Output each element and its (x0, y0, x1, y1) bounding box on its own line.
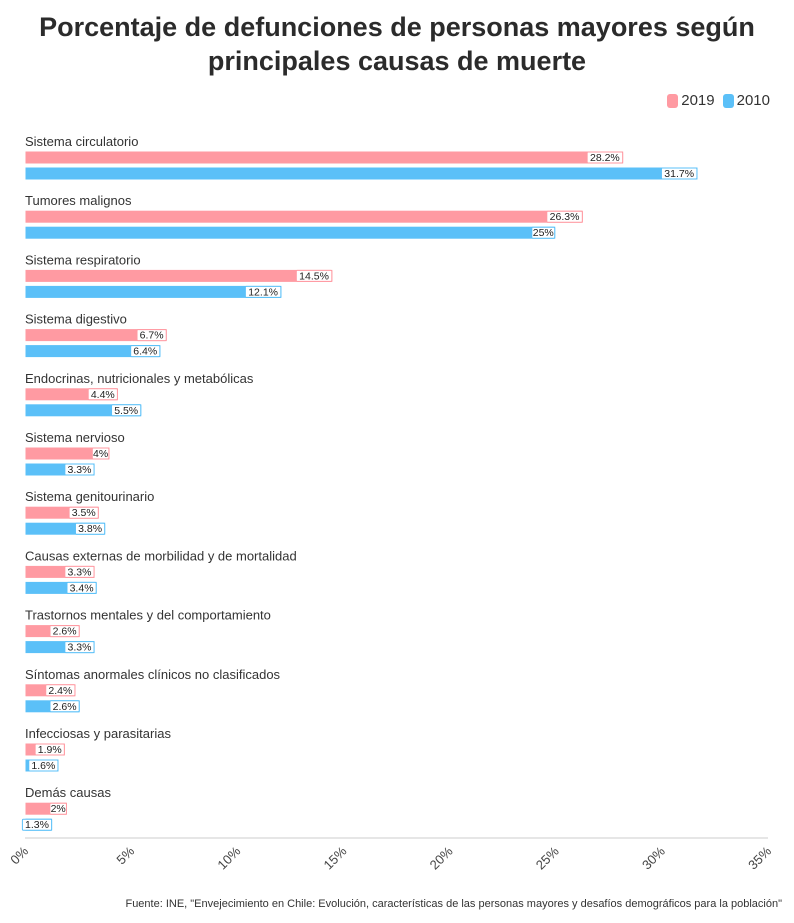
data-label: 2.6% (53, 626, 77, 638)
bar-2010 (24, 284, 283, 299)
bar-2019 (24, 328, 168, 343)
data-label: 3.3% (67, 566, 91, 578)
data-label: 31.7% (664, 168, 694, 180)
data-label-box (49, 802, 67, 815)
data-label: 2.4% (48, 685, 72, 697)
data-label-box (64, 463, 95, 476)
data-label-box (111, 404, 142, 417)
data-label: 25% (533, 227, 554, 239)
category-label: Endocrinas, nutricionales y metabólicas (25, 371, 254, 386)
data-label-box (87, 388, 118, 401)
data-label: 6.7% (140, 330, 164, 342)
category-label: Demás causas (25, 785, 111, 800)
data-label: 5.5% (114, 405, 138, 417)
data-label: 1.9% (38, 744, 62, 756)
bar-2010 (24, 225, 557, 240)
data-label: 3.5% (72, 507, 96, 519)
data-label: 2% (51, 803, 66, 815)
data-label-box (130, 345, 161, 358)
data-label: 3.3% (67, 642, 91, 654)
data-label-box (91, 447, 110, 460)
bar-2019 (24, 209, 584, 224)
x-tick-label: 15% (321, 843, 350, 872)
data-label-box (74, 522, 106, 535)
bar-2019 (24, 268, 334, 283)
x-tick-label: 25% (533, 843, 562, 872)
data-label-box (244, 285, 282, 298)
data-label-box (34, 743, 65, 756)
x-tick-label: 30% (639, 843, 668, 872)
x-tick-label: 5% (113, 843, 137, 867)
legend-label-2019: 2019 (681, 92, 715, 109)
legend-swatch-2010 (722, 93, 734, 108)
bar-2010 (24, 344, 162, 359)
bar-2019 (24, 446, 111, 461)
category-label: Tumores malignos (25, 193, 132, 208)
data-label-box (586, 151, 624, 164)
data-label-box (21, 818, 53, 831)
source-note: Fuente: INE, "Envejecimiento en Chile: E… (125, 898, 782, 910)
data-label: 28.2% (590, 152, 620, 164)
data-label-box (45, 684, 76, 697)
data-label-box (49, 625, 80, 638)
data-label-box (295, 269, 333, 282)
data-label: 12.1% (248, 286, 278, 298)
data-label-box (64, 641, 95, 654)
legend-item-2019: 2019 (667, 92, 715, 109)
category-label: Sistema circulatorio (25, 134, 138, 149)
data-label: 26.3% (550, 211, 580, 223)
x-tick-label: 10% (214, 843, 243, 872)
data-label: 3.8% (78, 523, 102, 535)
data-label: 4.4% (91, 389, 115, 401)
data-label-box (660, 167, 698, 180)
category-label: Síntomas anormales clínicos no clasifica… (25, 667, 281, 682)
legend-swatch-2019 (667, 93, 679, 108)
category-label: Trastornos mentales y del comportamiento (25, 608, 271, 623)
category-label: Causas externas de morbilidad y de morta… (25, 548, 297, 563)
data-label: 3.4% (70, 582, 94, 594)
x-tick-label: 0% (7, 843, 31, 867)
data-label: 1.6% (31, 760, 55, 772)
data-label-box (49, 700, 80, 713)
data-label: 3.3% (67, 464, 91, 476)
data-label: 2.6% (53, 701, 77, 713)
data-label: 4% (93, 448, 108, 460)
category-label: Sistema nervioso (25, 430, 125, 445)
data-label: 1.3% (25, 819, 49, 831)
category-label: Sistema genitourinario (25, 489, 154, 504)
data-label-box (531, 226, 556, 239)
bar-2019 (24, 150, 625, 165)
category-label: Sistema digestivo (25, 312, 127, 327)
chart-title: Porcentaje de defunciones de personas ma… (39, 12, 755, 76)
x-tick-label: 20% (427, 843, 456, 872)
data-label: 6.4% (133, 346, 157, 358)
data-label-box (68, 506, 99, 519)
category-label: Infecciosas y parasitarias (25, 726, 171, 741)
legend-label-2010: 2010 (736, 92, 770, 109)
x-tick-label: 35% (745, 843, 774, 872)
legend: 2019 2010 (667, 92, 770, 109)
data-label: 14.5% (299, 270, 329, 282)
data-label-box (546, 210, 583, 223)
category-label: Sistema respiratorio (25, 252, 141, 267)
data-label-box (136, 329, 167, 342)
data-label-box (66, 581, 97, 594)
legend-item-2010: 2010 (722, 92, 770, 109)
bar-2010 (24, 166, 699, 181)
data-label-box (64, 565, 95, 578)
data-label-box (28, 759, 59, 772)
